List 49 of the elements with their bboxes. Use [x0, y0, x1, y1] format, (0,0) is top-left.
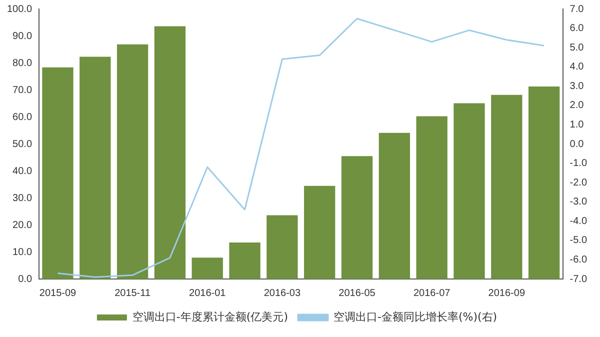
y2-tick-label: -3.0: [570, 196, 588, 208]
bar: [116, 44, 148, 279]
y2-tick-label: 6.0: [570, 23, 584, 34]
y2-tick-label: -7.0: [570, 274, 588, 285]
bar: [192, 258, 223, 279]
y-tick-label: 40.0: [12, 166, 32, 177]
y-tick-label: 50.0: [12, 138, 32, 150]
y-tick-label: 100.0: [6, 4, 32, 15]
bar: [229, 242, 260, 279]
bar: [80, 56, 111, 279]
legend-label: 空调出口-年度累计金额(亿美元): [132, 310, 288, 324]
y2-tick-label: 3.0: [570, 80, 584, 92]
y2-tick-label: 4.0: [570, 62, 584, 73]
y2-tick-label: 7.0: [570, 4, 584, 15]
y-tick-label: 10.0: [12, 246, 32, 258]
y2-tick-label: 5.0: [570, 42, 584, 54]
y-tick-label: 20.0: [12, 220, 32, 231]
x-tick-label: 2016-05: [338, 288, 376, 299]
y-tick-label: 90.0: [12, 30, 32, 42]
bar: [304, 186, 336, 279]
y2-tick-label: 2.0: [570, 100, 584, 112]
bar: [42, 67, 74, 279]
x-tick-label: 2016-09: [488, 288, 526, 299]
y2-tick-label: -6.0: [570, 254, 588, 266]
x-tick-label: 2015-11: [114, 288, 151, 299]
y-tick-label: 60.0: [12, 112, 32, 123]
y2-tick-label: 0.0: [570, 138, 584, 150]
y2-tick-label: -1.0: [570, 158, 588, 170]
bar: [154, 26, 186, 279]
x-tick-label: 2016-07: [413, 288, 451, 299]
bar: [378, 132, 410, 279]
y-tick-label: 30.0: [12, 192, 32, 204]
bar: [528, 86, 560, 279]
bar: [416, 116, 448, 279]
y2-tick-label: -2.0: [570, 177, 588, 188]
y2-tick-label: 1.0: [570, 119, 584, 130]
y2-tick-label: -4.0: [570, 216, 588, 227]
bar: [266, 215, 298, 279]
y-tick-label: 70.0: [12, 84, 32, 96]
bar: [454, 103, 485, 279]
x-tick-label: 2015-09: [39, 288, 77, 299]
bar: [491, 94, 522, 279]
x-tick-label: 2016-03: [264, 288, 301, 299]
bar: [341, 156, 373, 279]
y2-tick-label: -5.0: [570, 235, 588, 246]
y-tick-label: 80.0: [12, 58, 32, 69]
legend-label: 空调出口-金额同比增长率(%)(右): [333, 310, 498, 324]
y-tick-label: 0.0: [18, 274, 32, 285]
x-tick-label: 2016-01: [189, 288, 226, 299]
